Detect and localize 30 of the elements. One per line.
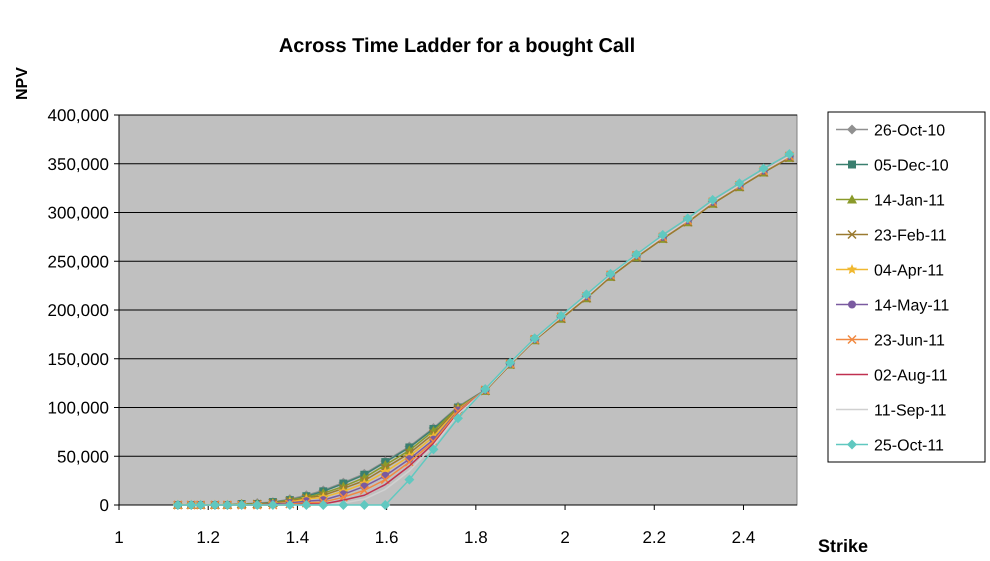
x-tick-label: 2.2: [642, 528, 666, 547]
y-tick-label: 400,000: [48, 106, 109, 125]
x-tick-label: 1.8: [464, 528, 488, 547]
y-tick-label: 350,000: [48, 154, 109, 174]
legend-label: 02-Aug-11: [874, 368, 948, 384]
chart-title: Across Time Ladder for a bought Call: [278, 35, 636, 57]
y-tick-label: 100,000: [48, 398, 109, 418]
legend-label: 23-Jun-11: [874, 332, 945, 350]
x-tick-label: 1.6: [374, 528, 398, 547]
y-tick-label: 200,000: [48, 301, 109, 320]
legend-label: 14-Jan-11: [874, 192, 945, 210]
y-tick-label: 150,000: [48, 350, 109, 369]
x-tick-label: 2.4: [732, 528, 756, 547]
legend-label: 04-Apr-11: [874, 262, 944, 280]
legend-label: 25-Oct-11: [874, 438, 944, 454]
legend-label: 23-Feb-11: [874, 228, 947, 244]
y-axis-title: NPV: [14, 66, 31, 100]
y-tick-label: 0: [100, 496, 109, 515]
x-tick-label: 1.2: [196, 528, 220, 547]
legend-label: 14-May-11: [874, 298, 950, 314]
y-tick-label: 50,000: [57, 447, 109, 466]
legend-label: 26-Oct-10: [874, 122, 946, 140]
x-tick-label: 2: [560, 528, 570, 547]
x-tick-label: 1.4: [286, 528, 310, 547]
y-tick-label: 250,000: [48, 252, 109, 272]
x-axis-title: Strike: [818, 536, 868, 556]
legend-label: 05-Dec-10: [874, 158, 949, 174]
x-tick-label: 1: [114, 528, 124, 547]
legend-label: 11-Sep-11: [874, 402, 946, 420]
y-tick-label: 300,000: [48, 204, 109, 222]
